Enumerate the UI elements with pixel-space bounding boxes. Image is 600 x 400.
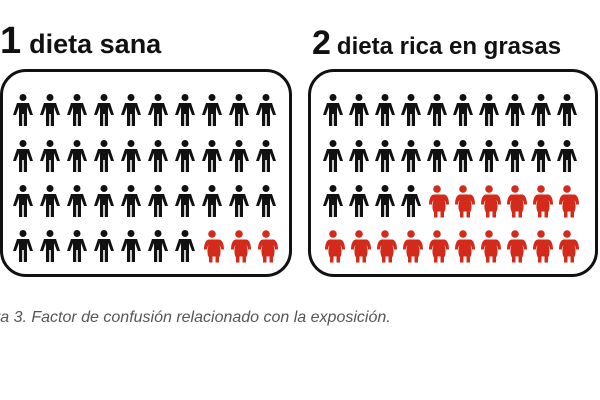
panel-healthy-diet	[0, 69, 292, 277]
person-icon	[453, 94, 473, 126]
person-icon	[40, 140, 60, 172]
person-icon	[401, 140, 421, 172]
obese-person-icon	[231, 230, 251, 263]
person-icon	[557, 140, 577, 172]
obese-person-icon	[258, 230, 278, 263]
person-icon	[121, 230, 141, 262]
obese-person-icon	[507, 230, 527, 263]
person-icon	[479, 94, 499, 126]
person-icon	[94, 94, 114, 126]
panel-title-2: 2 dieta rica en grasas	[312, 24, 561, 63]
person-icon	[505, 140, 525, 172]
obese-person-icon	[429, 185, 449, 218]
person-icon	[531, 140, 551, 172]
person-icon	[202, 94, 222, 126]
panel-title-1: 1 dieta sana	[0, 20, 161, 63]
panel-high-fat-diet	[308, 69, 598, 277]
person-icon	[175, 185, 195, 217]
person-icon	[323, 94, 343, 126]
person-icon	[40, 94, 60, 126]
panel-label: dieta sana	[29, 29, 162, 59]
obese-person-icon	[481, 230, 501, 263]
person-icon	[94, 230, 114, 262]
person-icon	[148, 230, 168, 262]
person-icon	[375, 185, 395, 217]
person-icon	[427, 140, 447, 172]
person-icon	[557, 94, 577, 126]
person-icon	[40, 185, 60, 217]
person-icon	[175, 94, 195, 126]
person-icon	[202, 185, 222, 217]
person-icon	[67, 230, 87, 262]
obese-person-icon	[455, 185, 475, 218]
obese-person-icon	[204, 230, 224, 263]
person-icon	[401, 185, 421, 217]
person-icon	[453, 140, 473, 172]
person-icon	[427, 94, 447, 126]
obese-person-icon	[533, 230, 553, 263]
person-icon	[256, 140, 276, 172]
person-icon	[148, 185, 168, 217]
person-icon	[375, 140, 395, 172]
obese-person-icon	[455, 230, 475, 263]
person-icon	[479, 140, 499, 172]
person-icon	[175, 230, 195, 262]
person-icon	[349, 185, 369, 217]
person-icon	[323, 140, 343, 172]
person-icon	[121, 185, 141, 217]
person-icon	[121, 140, 141, 172]
person-icon	[202, 140, 222, 172]
person-icon	[40, 230, 60, 262]
person-icon	[349, 94, 369, 126]
obese-person-icon	[377, 230, 397, 263]
person-icon	[67, 140, 87, 172]
person-icon	[13, 185, 33, 217]
person-icon	[67, 185, 87, 217]
person-icon	[121, 94, 141, 126]
person-icon	[349, 140, 369, 172]
obese-person-icon	[507, 185, 527, 218]
figure-caption: ura 3. Factor de confusión relacionado c…	[0, 309, 391, 326]
people-grid	[13, 94, 278, 263]
panel-label: dieta rica en grasas	[336, 33, 562, 60]
person-icon	[229, 140, 249, 172]
panel-number: 1	[0, 20, 22, 62]
person-icon	[175, 140, 195, 172]
person-icon	[148, 94, 168, 126]
obese-person-icon	[351, 230, 371, 263]
obese-person-icon	[533, 185, 553, 218]
person-icon	[401, 94, 421, 126]
person-icon	[229, 185, 249, 217]
person-icon	[13, 230, 33, 262]
people-grid	[323, 94, 579, 263]
obese-person-icon	[559, 185, 579, 218]
person-icon	[229, 94, 249, 126]
obese-person-icon	[325, 230, 345, 263]
person-icon	[67, 94, 87, 126]
obese-person-icon	[429, 230, 449, 263]
person-icon	[375, 94, 395, 126]
person-icon	[148, 140, 168, 172]
obese-person-icon	[403, 230, 423, 263]
person-icon	[94, 140, 114, 172]
obese-person-icon	[481, 185, 501, 218]
person-icon	[13, 140, 33, 172]
person-icon	[505, 94, 525, 126]
person-icon	[94, 185, 114, 217]
person-icon	[256, 185, 276, 217]
person-icon	[531, 94, 551, 126]
obese-person-icon	[559, 230, 579, 263]
person-icon	[13, 94, 33, 126]
person-icon	[256, 94, 276, 126]
person-icon	[323, 185, 343, 217]
panel-number: 2	[312, 24, 331, 62]
